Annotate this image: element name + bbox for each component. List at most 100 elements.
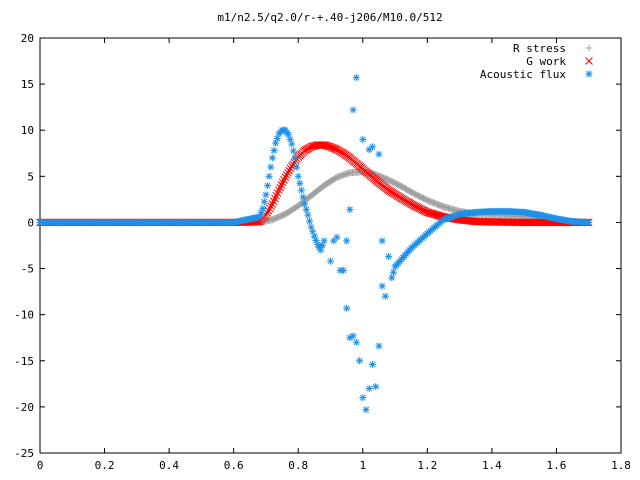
data-point [381, 292, 389, 300]
data-point [306, 217, 314, 225]
y-tick-label: 10 [21, 124, 34, 137]
data-point [262, 191, 270, 199]
data-point [349, 106, 357, 114]
x-tick-label: 0.2 [95, 459, 115, 472]
data-point [285, 166, 294, 175]
data-point [356, 357, 364, 365]
data-point [352, 338, 360, 346]
x-tick-label: 0 [37, 459, 44, 472]
data-point [343, 304, 351, 312]
data-point [359, 135, 367, 143]
data-point [343, 237, 351, 245]
data-point [301, 200, 309, 208]
legend-label: Acoustic flux [480, 68, 566, 81]
data-point [296, 179, 304, 187]
data-point [365, 384, 373, 392]
data-point [284, 168, 292, 177]
x-tick-label: 0.8 [288, 459, 308, 472]
legend-label: G work [526, 55, 566, 68]
data-point [276, 183, 285, 192]
data-point [585, 218, 593, 226]
data-point [277, 181, 286, 189]
x-tick-label: 0.4 [159, 459, 179, 472]
data-point [359, 394, 367, 402]
legend-marker [585, 70, 593, 78]
y-tick-label: 15 [21, 78, 34, 91]
data-point [289, 147, 297, 155]
y-tick-label: 5 [27, 170, 34, 183]
data-point [282, 171, 291, 179]
y-tick-label: -25 [14, 447, 34, 460]
data-point [346, 334, 354, 342]
data-point [299, 193, 307, 201]
x-tick-label: 1.4 [482, 459, 502, 472]
data-point [378, 237, 386, 245]
data-point [264, 182, 272, 190]
data-point [389, 268, 397, 276]
x-tick-label: 1.2 [417, 459, 437, 472]
data-point [270, 147, 278, 155]
y-tick-label: -10 [14, 309, 34, 322]
data-point [352, 74, 360, 82]
data-point [333, 233, 341, 241]
legend-marker [585, 57, 593, 65]
data-point [362, 406, 370, 414]
data-point [286, 164, 295, 173]
series-acoustic-flux [36, 74, 593, 414]
data-point [375, 150, 383, 158]
chart-title: m1/n2.5/q2.0/r-+.40-j206/M10.0/512 [217, 11, 442, 24]
data-point [267, 163, 275, 171]
data-point [288, 140, 296, 148]
data-point [294, 172, 302, 180]
data-point [304, 211, 312, 219]
data-point [368, 143, 376, 151]
axis-ticks: 0 0.2 0.4 0.6 0.8 1 1.2 1.4 1.6 1.8 20 15 10 5 0 -5 -10 -… [14, 32, 631, 472]
data-point [268, 154, 276, 162]
data-point [275, 186, 283, 195]
y-tick-label: 20 [21, 32, 34, 45]
data-point [327, 257, 334, 265]
x-tick-label: 1.8 [611, 459, 631, 472]
data-point [330, 144, 339, 153]
data-point [331, 145, 340, 153]
data-point [260, 198, 268, 206]
data-point [278, 178, 287, 187]
plot-frame [39, 37, 622, 454]
data-point [320, 237, 328, 245]
data-point [346, 206, 354, 214]
data-point [327, 143, 336, 152]
data-point [267, 202, 275, 211]
series-layer [36, 74, 593, 414]
data-point [302, 206, 310, 214]
data-point [375, 342, 383, 350]
x-tick-label: 1.6 [547, 459, 567, 472]
data-point [339, 266, 347, 274]
data-point [265, 204, 274, 213]
x-tick-label: 0.6 [224, 459, 244, 472]
x-tick-label: 1 [359, 459, 366, 472]
y-tick-label: -15 [14, 355, 34, 368]
data-point [265, 172, 273, 180]
data-point [388, 274, 396, 282]
y-tick-label: -5 [21, 263, 34, 276]
data-point [297, 186, 305, 194]
data-point [372, 383, 380, 391]
data-point [293, 163, 301, 171]
legend-label: R stress [513, 42, 566, 55]
data-point [368, 360, 376, 368]
data-point [259, 205, 267, 213]
data-point [280, 175, 288, 184]
data-point [329, 144, 337, 152]
data-point [349, 332, 357, 340]
y-tick-label: 0 [27, 216, 34, 229]
series-r-stress [36, 168, 593, 226]
y-tick-label: -20 [14, 401, 34, 414]
data-point [385, 253, 393, 261]
legend-marker [585, 44, 593, 52]
data-point [281, 173, 290, 182]
data-point [378, 282, 386, 290]
data-point [326, 142, 335, 151]
data-point [291, 154, 299, 162]
